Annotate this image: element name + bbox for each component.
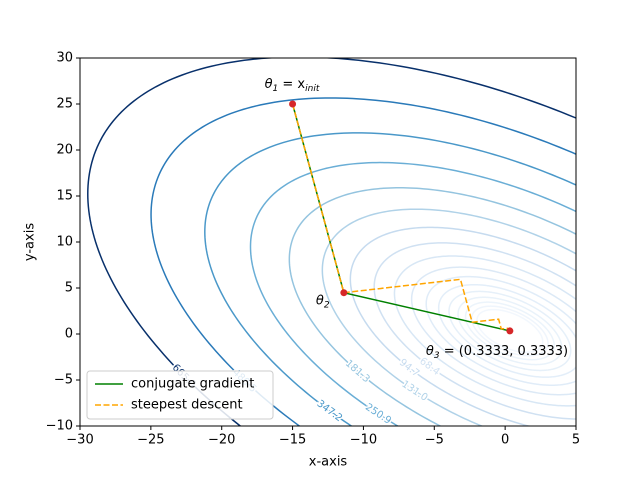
legend-label: steepest descent: [131, 398, 243, 413]
annotation-subscript: init: [305, 84, 320, 94]
x-tick-label: −10: [350, 433, 377, 448]
annotation-text: θ: [426, 343, 434, 358]
annotation-text: θ: [316, 293, 324, 308]
y-tick-label: 15: [56, 189, 73, 204]
x-tick-label: 0: [501, 433, 509, 448]
y-tick-label: 10: [56, 235, 73, 250]
x-tick-label: −20: [208, 433, 235, 448]
y-tick-label: 30: [56, 51, 73, 66]
point: [289, 101, 296, 108]
point: [506, 327, 513, 334]
y-tick-label: 5: [65, 281, 73, 296]
annotation: θ3 = (0.3333, 0.3333): [426, 343, 568, 360]
annotation-text: = (0.3333, 0.3333): [440, 343, 569, 358]
annotation-text: θ: [265, 77, 273, 92]
annotation-text: = x: [278, 77, 305, 92]
x-tick-label: 5: [572, 433, 580, 448]
annotation-subscript: 2: [324, 300, 330, 310]
x-tick-label: −5: [425, 433, 444, 448]
y-tick-label: 20: [56, 143, 73, 158]
point: [340, 289, 347, 296]
legend-label: conjugate gradient: [131, 377, 254, 392]
x-tick-label: −15: [279, 433, 306, 448]
x-tick-label: −30: [66, 433, 93, 448]
y-tick-label: 25: [56, 97, 73, 112]
x-tick-label: −25: [137, 433, 164, 448]
x-axis-label: x-axis: [309, 455, 348, 470]
y-tick-label: −10: [46, 419, 73, 434]
y-axis-label: y-axis: [23, 223, 38, 261]
y-tick-label: 0: [65, 327, 73, 342]
y-tick-label: −5: [54, 373, 73, 388]
